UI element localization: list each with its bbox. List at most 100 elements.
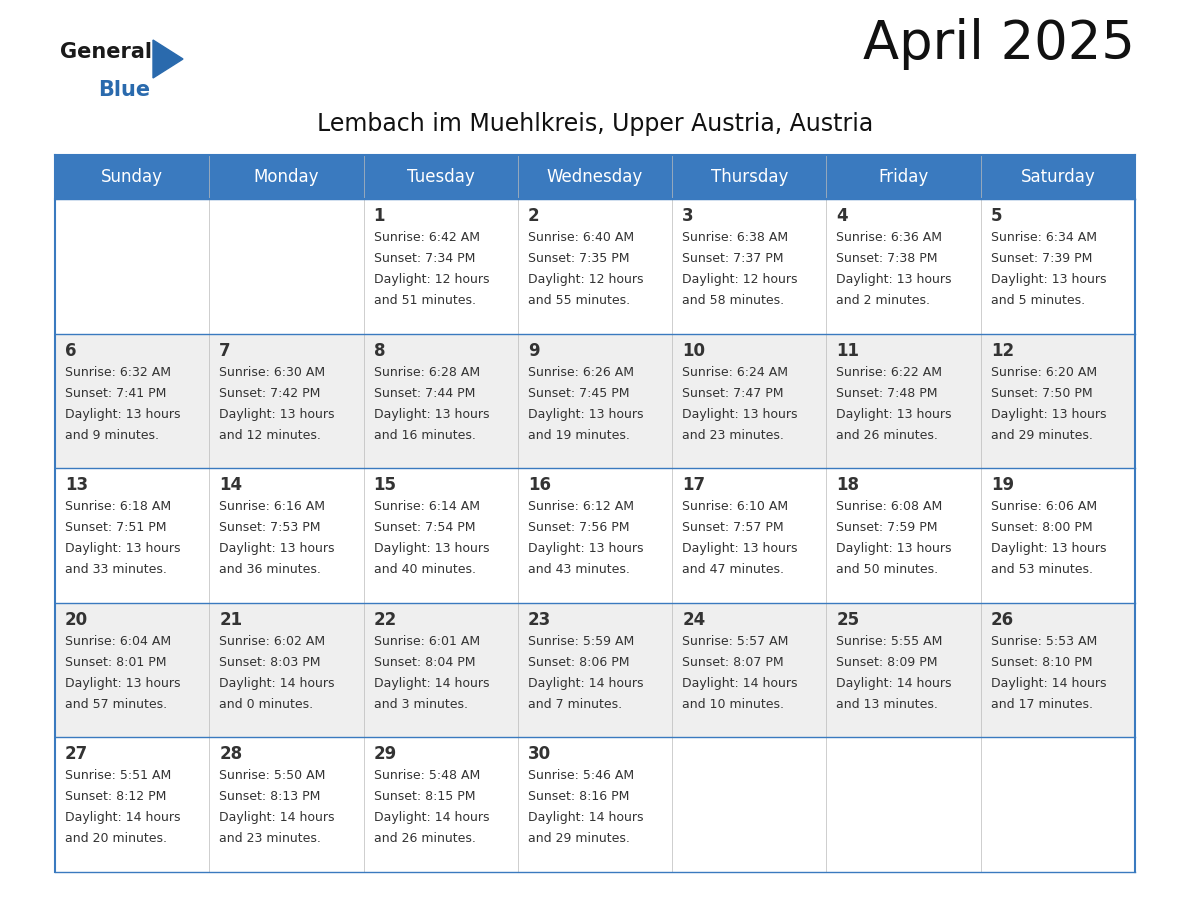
Text: Daylight: 13 hours: Daylight: 13 hours <box>836 408 952 420</box>
Text: 30: 30 <box>527 745 551 764</box>
Text: Sunrise: 6:20 AM: Sunrise: 6:20 AM <box>991 366 1097 379</box>
Text: Daylight: 14 hours: Daylight: 14 hours <box>220 812 335 824</box>
Text: and 40 minutes.: and 40 minutes. <box>373 563 475 576</box>
Text: 20: 20 <box>65 611 88 629</box>
Text: Sunset: 8:16 PM: Sunset: 8:16 PM <box>527 790 630 803</box>
Text: Sunset: 7:57 PM: Sunset: 7:57 PM <box>682 521 784 534</box>
Text: Daylight: 13 hours: Daylight: 13 hours <box>991 274 1106 286</box>
Text: Wednesday: Wednesday <box>546 168 643 186</box>
Text: and 23 minutes.: and 23 minutes. <box>220 832 321 845</box>
Bar <box>981 334 1135 468</box>
Text: Sunset: 7:39 PM: Sunset: 7:39 PM <box>991 252 1092 265</box>
Text: Sunset: 7:38 PM: Sunset: 7:38 PM <box>836 252 939 265</box>
Bar <box>364 334 518 468</box>
Text: and 26 minutes.: and 26 minutes. <box>373 832 475 845</box>
Text: and 29 minutes.: and 29 minutes. <box>991 429 1093 442</box>
Text: Sunset: 7:42 PM: Sunset: 7:42 PM <box>220 386 321 400</box>
Text: Daylight: 12 hours: Daylight: 12 hours <box>682 274 797 286</box>
Text: Blue: Blue <box>97 80 150 100</box>
Text: 27: 27 <box>65 745 88 764</box>
Text: Daylight: 13 hours: Daylight: 13 hours <box>991 543 1106 555</box>
Text: Sunrise: 6:10 AM: Sunrise: 6:10 AM <box>682 500 789 513</box>
Text: Sunset: 7:47 PM: Sunset: 7:47 PM <box>682 386 784 400</box>
Text: Sunset: 7:34 PM: Sunset: 7:34 PM <box>373 252 475 265</box>
Text: Daylight: 13 hours: Daylight: 13 hours <box>220 543 335 555</box>
Text: and 12 minutes.: and 12 minutes. <box>220 429 321 442</box>
Text: Daylight: 14 hours: Daylight: 14 hours <box>682 677 797 689</box>
Text: Sunrise: 6:36 AM: Sunrise: 6:36 AM <box>836 231 942 244</box>
Text: Sunset: 8:15 PM: Sunset: 8:15 PM <box>373 790 475 803</box>
Text: Sunset: 7:41 PM: Sunset: 7:41 PM <box>65 386 166 400</box>
Text: 14: 14 <box>220 476 242 495</box>
Text: Sunset: 8:03 PM: Sunset: 8:03 PM <box>220 655 321 669</box>
Text: 10: 10 <box>682 342 706 360</box>
Text: Daylight: 13 hours: Daylight: 13 hours <box>65 408 181 420</box>
Bar <box>55 334 209 468</box>
Bar <box>518 737 672 872</box>
Bar <box>209 199 364 334</box>
Text: Sunrise: 6:28 AM: Sunrise: 6:28 AM <box>373 366 480 379</box>
Text: Sunset: 8:09 PM: Sunset: 8:09 PM <box>836 655 939 669</box>
Polygon shape <box>153 40 183 78</box>
Text: 22: 22 <box>373 611 397 629</box>
Text: 18: 18 <box>836 476 859 495</box>
Text: Sunday: Sunday <box>101 168 163 186</box>
Text: Daylight: 13 hours: Daylight: 13 hours <box>373 543 489 555</box>
Text: Sunrise: 6:06 AM: Sunrise: 6:06 AM <box>991 500 1097 513</box>
Bar <box>672 199 827 334</box>
Text: Daylight: 13 hours: Daylight: 13 hours <box>527 543 644 555</box>
Text: 29: 29 <box>373 745 397 764</box>
Text: Sunset: 8:12 PM: Sunset: 8:12 PM <box>65 790 166 803</box>
Text: Sunset: 8:04 PM: Sunset: 8:04 PM <box>373 655 475 669</box>
Text: Sunrise: 5:51 AM: Sunrise: 5:51 AM <box>65 769 171 782</box>
Text: and 20 minutes.: and 20 minutes. <box>65 832 168 845</box>
Text: Daylight: 14 hours: Daylight: 14 hours <box>373 812 489 824</box>
Bar <box>827 737 981 872</box>
Bar <box>364 603 518 737</box>
Bar <box>364 737 518 872</box>
Bar <box>672 468 827 603</box>
Text: 7: 7 <box>220 342 230 360</box>
Text: Sunset: 7:48 PM: Sunset: 7:48 PM <box>836 386 939 400</box>
Text: and 43 minutes.: and 43 minutes. <box>527 563 630 576</box>
Text: and 29 minutes.: and 29 minutes. <box>527 832 630 845</box>
Text: and 23 minutes.: and 23 minutes. <box>682 429 784 442</box>
Text: and 36 minutes.: and 36 minutes. <box>220 563 321 576</box>
Bar <box>209 155 364 199</box>
Text: Daylight: 14 hours: Daylight: 14 hours <box>991 677 1106 689</box>
Text: Daylight: 14 hours: Daylight: 14 hours <box>836 677 952 689</box>
Text: Daylight: 14 hours: Daylight: 14 hours <box>65 812 181 824</box>
Bar <box>364 468 518 603</box>
Text: Friday: Friday <box>878 168 929 186</box>
Text: and 9 minutes.: and 9 minutes. <box>65 429 159 442</box>
Text: Sunset: 7:44 PM: Sunset: 7:44 PM <box>373 386 475 400</box>
Text: 23: 23 <box>527 611 551 629</box>
Text: Daylight: 13 hours: Daylight: 13 hours <box>836 543 952 555</box>
Bar <box>981 155 1135 199</box>
Bar <box>364 199 518 334</box>
Text: Sunrise: 6:12 AM: Sunrise: 6:12 AM <box>527 500 634 513</box>
Text: Daylight: 13 hours: Daylight: 13 hours <box>65 677 181 689</box>
Text: Daylight: 13 hours: Daylight: 13 hours <box>373 408 489 420</box>
Bar <box>981 468 1135 603</box>
Bar <box>364 155 518 199</box>
Text: and 51 minutes.: and 51 minutes. <box>373 294 475 307</box>
Bar <box>518 603 672 737</box>
Text: Sunrise: 5:59 AM: Sunrise: 5:59 AM <box>527 635 634 648</box>
Text: 11: 11 <box>836 342 859 360</box>
Bar <box>518 468 672 603</box>
Text: and 50 minutes.: and 50 minutes. <box>836 563 939 576</box>
Text: 8: 8 <box>373 342 385 360</box>
Text: Daylight: 12 hours: Daylight: 12 hours <box>527 274 644 286</box>
Bar <box>981 603 1135 737</box>
Text: and 3 minutes.: and 3 minutes. <box>373 698 468 711</box>
Text: Sunset: 8:06 PM: Sunset: 8:06 PM <box>527 655 630 669</box>
Bar <box>981 199 1135 334</box>
Text: Sunrise: 5:57 AM: Sunrise: 5:57 AM <box>682 635 789 648</box>
Bar <box>518 334 672 468</box>
Text: Daylight: 14 hours: Daylight: 14 hours <box>527 677 644 689</box>
Text: Daylight: 13 hours: Daylight: 13 hours <box>65 543 181 555</box>
Text: Sunset: 8:01 PM: Sunset: 8:01 PM <box>65 655 166 669</box>
Text: 13: 13 <box>65 476 88 495</box>
Text: Sunset: 8:10 PM: Sunset: 8:10 PM <box>991 655 1092 669</box>
